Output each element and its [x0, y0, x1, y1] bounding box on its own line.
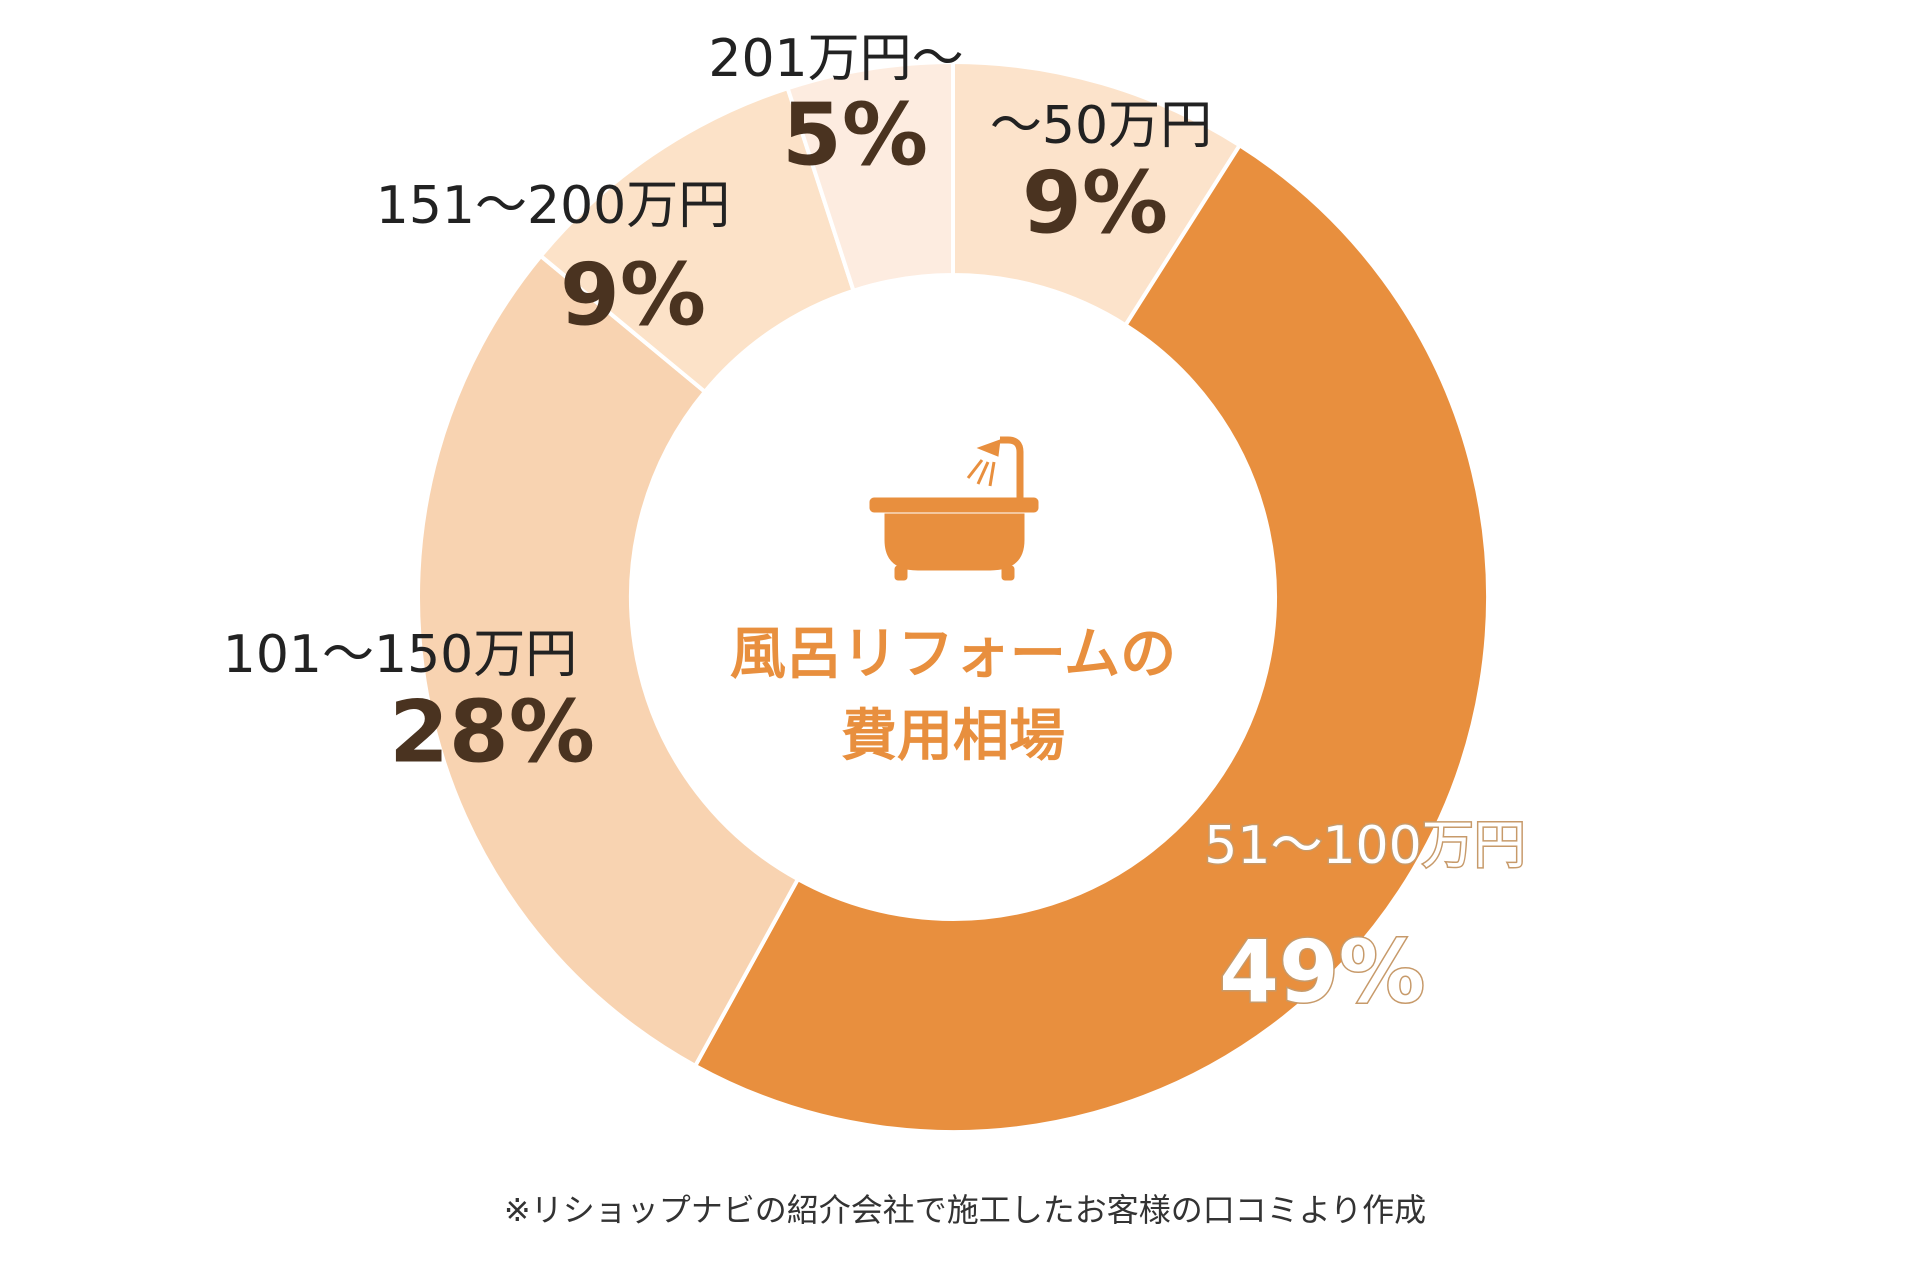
slice-category-label: 〜50万円 — [990, 96, 1212, 156]
slice-value-label: 28% — [389, 682, 595, 782]
footnote: ※リショップナビの紹介会社で施工したお客様の口コミより作成 — [504, 1191, 1426, 1229]
slice-value-label: 9% — [1022, 153, 1168, 253]
slice-value-label: 5% — [782, 85, 928, 185]
donut-slice — [416, 253, 801, 1069]
slice-category-label: 51〜100万円 — [1204, 816, 1525, 876]
slice-value-label: 9% — [560, 245, 706, 345]
slice-category-label: 101〜150万円 — [223, 625, 578, 685]
slice-value-label: 49% — [1219, 922, 1425, 1022]
donut-slice — [692, 142, 1490, 1134]
center-title: 風呂リフォームの — [730, 622, 1176, 687]
donut — [416, 59, 1490, 1134]
slice-category-label: 151〜200万円 — [376, 176, 731, 236]
bathtub-icon — [869, 436, 1039, 581]
slice-category-label: 201万円〜 — [708, 29, 963, 89]
center-title: 費用相場 — [841, 704, 1065, 769]
donut-slice — [785, 59, 955, 294]
